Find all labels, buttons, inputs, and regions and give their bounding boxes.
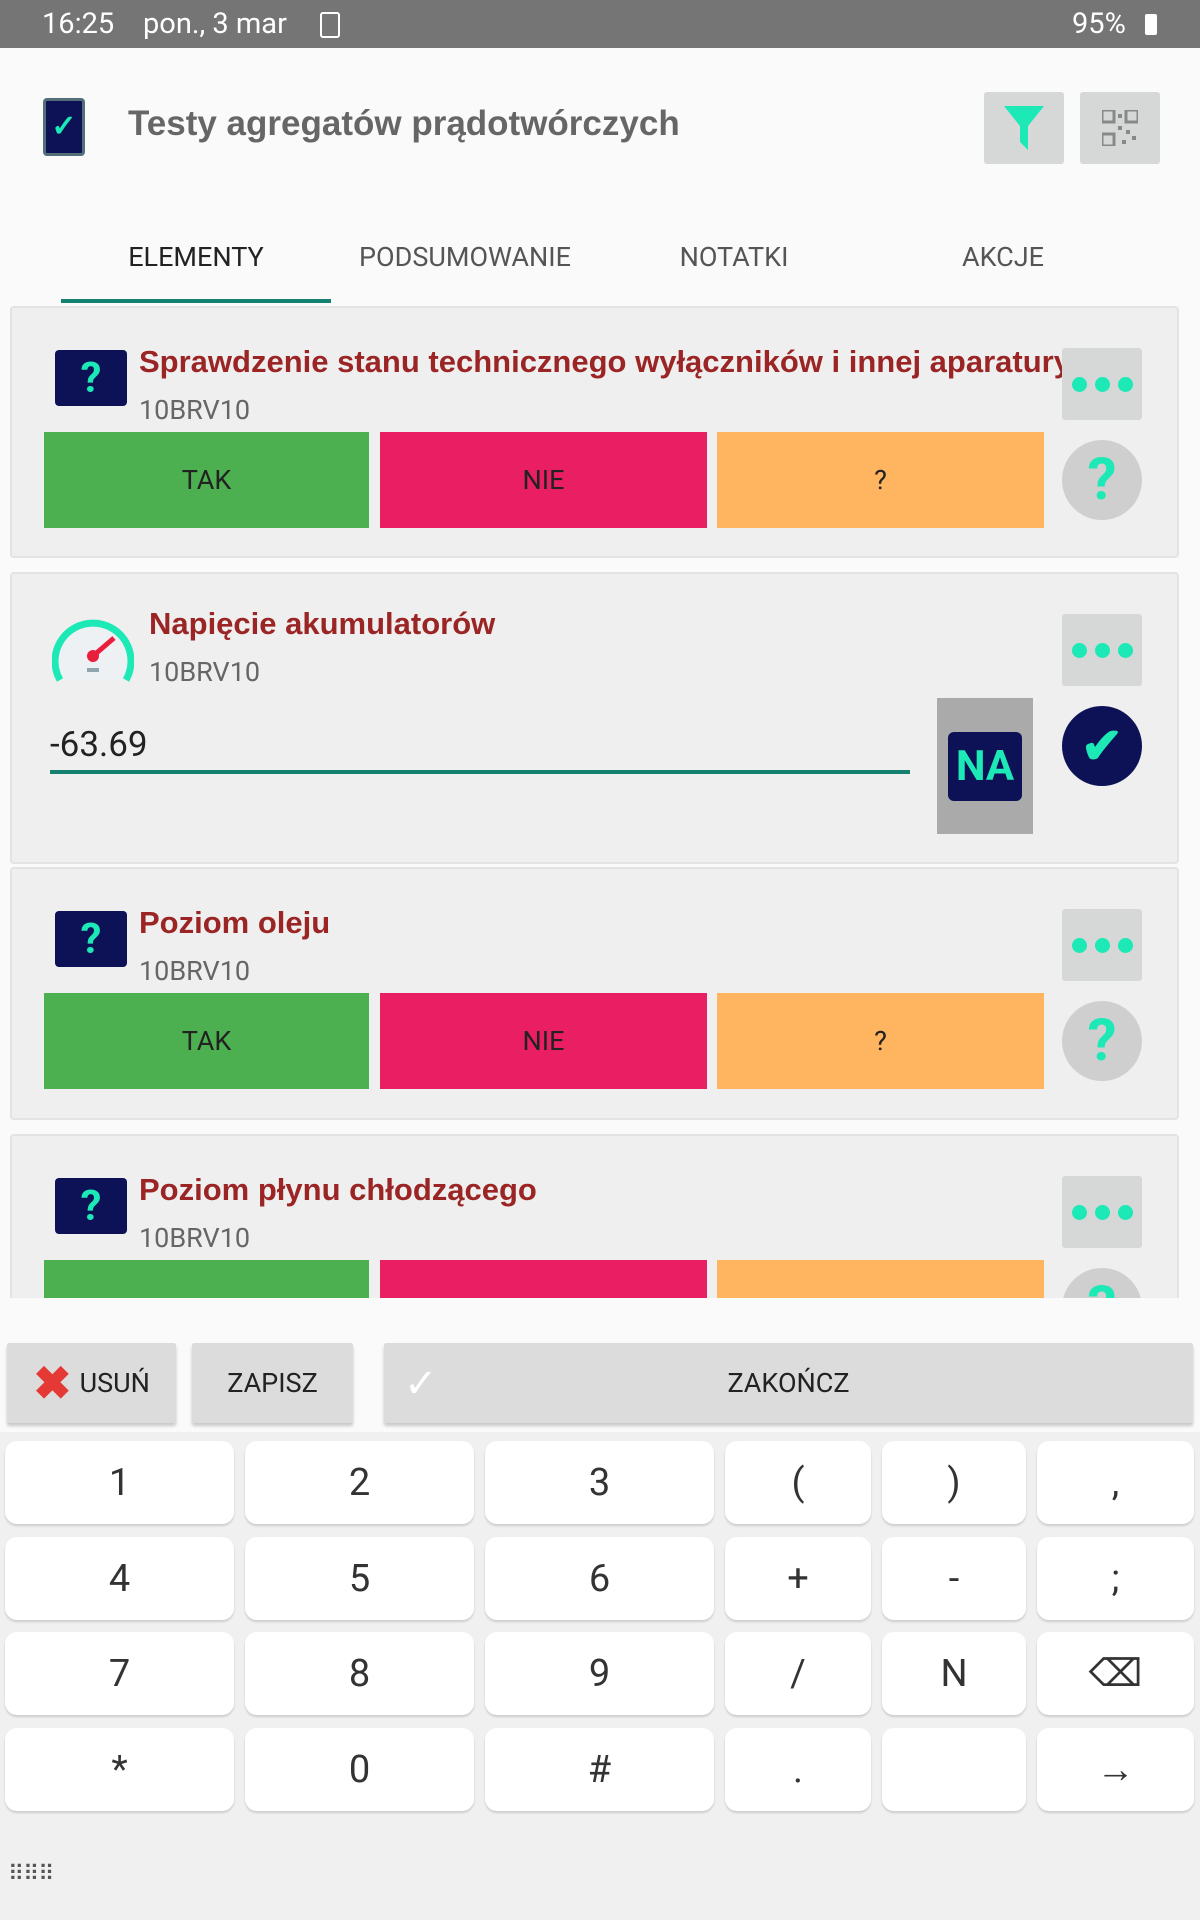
help-button[interactable]: ? xyxy=(1062,440,1142,520)
checklist-item: ? Sprawdzenie stanu technicznego wyłączn… xyxy=(10,306,1179,558)
question-bubble-icon: ? xyxy=(55,911,127,967)
save-button[interactable]: ZAPISZ xyxy=(192,1343,353,1423)
key[interactable]: ; xyxy=(1037,1537,1194,1620)
more-options-button[interactable] xyxy=(1062,614,1142,686)
no-button[interactable]: NIE xyxy=(380,432,707,528)
key[interactable]: 7 xyxy=(5,1632,234,1715)
key[interactable]: 1 xyxy=(5,1441,234,1524)
clipboard-check-icon: ✓ xyxy=(43,98,85,156)
checklist-item: Napięcie akumulatorów 10BRV10 -63.69 NA … xyxy=(10,572,1179,864)
item-title: Poziom płynu chłodzącego xyxy=(139,1172,537,1207)
status-time: 16:25 xyxy=(42,7,115,41)
key[interactable]: . xyxy=(725,1728,871,1811)
gauge-icon xyxy=(52,619,134,682)
item-code: 10BRV10 xyxy=(139,955,251,987)
item-title: Sprawdzenie stanu technicznego wyłącznik… xyxy=(139,344,1071,379)
unknown-button[interactable] xyxy=(717,1260,1044,1298)
status-date: pon., 3 mar xyxy=(143,7,287,41)
keyboard-switch-icon[interactable]: ⠿⠿⠿ xyxy=(8,1862,54,1887)
key[interactable]: N xyxy=(882,1632,1026,1715)
key[interactable]: → xyxy=(1037,1728,1194,1811)
key[interactable]: 5 xyxy=(245,1537,474,1620)
yes-button[interactable] xyxy=(44,1260,369,1298)
yes-button[interactable]: TAK xyxy=(44,432,369,528)
key[interactable]: ( xyxy=(725,1441,871,1524)
more-options-button[interactable] xyxy=(1062,1176,1142,1248)
key[interactable]: 2 xyxy=(245,1441,474,1524)
key[interactable]: 6 xyxy=(485,1537,714,1620)
key[interactable]: ) xyxy=(882,1441,1026,1524)
question-bubble-icon: ? xyxy=(55,350,127,406)
rotate-icon xyxy=(320,12,340,38)
filter-icon xyxy=(1004,106,1044,150)
key[interactable]: 8 xyxy=(245,1632,474,1715)
check-icon: ✔ xyxy=(1081,717,1123,776)
yes-button[interactable]: TAK xyxy=(44,993,369,1089)
battery-level: 95% xyxy=(1072,7,1126,41)
key[interactable]: ⌫ xyxy=(1037,1632,1194,1715)
qr-scan-button[interactable] xyxy=(1080,92,1160,164)
key[interactable]: , xyxy=(1037,1441,1194,1524)
key[interactable]: 3 xyxy=(485,1441,714,1524)
value-input[interactable]: -63.69 xyxy=(50,724,910,774)
finish-label: ZAKOŃCZ xyxy=(727,1367,850,1399)
no-button[interactable]: NIE xyxy=(380,993,707,1089)
key[interactable]: * xyxy=(5,1728,234,1811)
active-tab-indicator xyxy=(61,299,331,303)
na-label: NA xyxy=(947,731,1023,801)
filter-button[interactable] xyxy=(984,92,1064,164)
page-title: Testy agregatów prądotwórczych xyxy=(128,104,680,143)
status-bar: 16:25 pon., 3 mar 95% xyxy=(0,0,1200,48)
tab-podsumowanie[interactable]: PODSUMOWANIE xyxy=(359,241,571,273)
qr-code-icon xyxy=(1102,110,1138,146)
key[interactable]: / xyxy=(725,1632,871,1715)
delete-label: USUŃ xyxy=(79,1367,150,1399)
checklist-item: ? Poziom płynu chłodzącego 10BRV10 ? xyxy=(10,1134,1179,1298)
key[interactable]: 9 xyxy=(485,1632,714,1715)
no-button[interactable] xyxy=(380,1260,707,1298)
key[interactable]: + xyxy=(725,1537,871,1620)
more-options-button[interactable] xyxy=(1062,909,1142,981)
help-button[interactable]: ? xyxy=(1062,1001,1142,1081)
unknown-button[interactable]: ? xyxy=(717,432,1044,528)
more-options-button[interactable] xyxy=(1062,348,1142,420)
tab-elementy[interactable]: ELEMENTY xyxy=(128,241,264,273)
item-code: 10BRV10 xyxy=(149,656,261,688)
item-title: Poziom oleju xyxy=(139,905,331,940)
item-code: 10BRV10 xyxy=(139,394,251,426)
item-title: Napięcie akumulatorów xyxy=(149,606,496,641)
close-x-icon: ✖ xyxy=(33,1356,72,1411)
key[interactable]: # xyxy=(485,1728,714,1811)
key[interactable] xyxy=(882,1728,1026,1811)
key[interactable]: 4 xyxy=(5,1537,234,1620)
unknown-button[interactable]: ? xyxy=(717,993,1044,1089)
tab-notatki[interactable]: NOTATKI xyxy=(679,241,789,273)
battery-icon xyxy=(1145,14,1157,35)
question-bubble-icon: ? xyxy=(55,1178,127,1234)
list-clip: ? Poziom płynu chłodzącego 10BRV10 ? xyxy=(0,1130,1200,1298)
confirm-button[interactable]: ✔ xyxy=(1062,706,1142,786)
na-button[interactable]: NA xyxy=(937,698,1033,834)
finish-button[interactable]: ✓ ZAKOŃCZ xyxy=(384,1343,1193,1423)
checklist-item: ? Poziom oleju 10BRV10 TAK NIE ? ? xyxy=(10,867,1179,1120)
check-icon: ✓ xyxy=(404,1359,438,1407)
help-button[interactable]: ? xyxy=(1062,1268,1142,1298)
tab-akcje[interactable]: AKCJE xyxy=(962,241,1044,273)
key[interactable]: 0 xyxy=(245,1728,474,1811)
delete-button[interactable]: ✖ USUŃ xyxy=(7,1343,176,1423)
key[interactable]: - xyxy=(882,1537,1026,1620)
item-code: 10BRV10 xyxy=(139,1222,251,1254)
